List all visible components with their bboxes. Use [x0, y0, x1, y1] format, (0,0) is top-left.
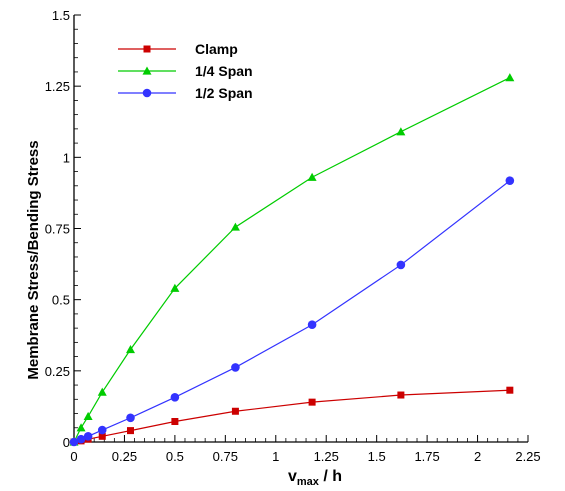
- x-tick-label: 0.25: [112, 449, 137, 464]
- series-group: [69, 73, 515, 447]
- x-tick-label: 1.5: [368, 449, 386, 464]
- x-tick-label: 0.5: [166, 449, 184, 464]
- data-point-1-2-span: [76, 434, 86, 444]
- y-axis-title: Membrane Stress/Bending Stress: [25, 140, 42, 379]
- x-axis-title-subscript: max: [297, 476, 320, 488]
- data-point-clamp: [126, 427, 134, 435]
- x-axis-title-rest: / h: [319, 468, 342, 485]
- x-tick-label: 1.75: [414, 449, 439, 464]
- legend-label: Clamp: [195, 41, 238, 57]
- data-point-clamp: [506, 386, 514, 394]
- data-point-clamp: [397, 391, 405, 399]
- x-tick-label: 1: [272, 449, 279, 464]
- x-tick-label: 1.25: [314, 449, 339, 464]
- data-point-1-4-span: [83, 411, 93, 420]
- data-point-clamp: [308, 398, 316, 406]
- data-point-clamp: [98, 432, 106, 440]
- series-clamp: [70, 386, 514, 446]
- data-point-1-2-span: [97, 425, 107, 435]
- x-tick-label: 0: [70, 449, 77, 464]
- data-point-1-2-span: [396, 260, 406, 270]
- data-point-1-4-span: [97, 387, 107, 396]
- y-tick-label: 1: [63, 150, 70, 165]
- data-point-1-2-span: [83, 432, 93, 441]
- axis-labels: Membrane Stress/Bending Stress vmax / h: [25, 140, 342, 488]
- series-line-1-2-span: [73, 180, 511, 443]
- series-line-1-4-span: [73, 77, 511, 443]
- legend: Clamp 1/4 Span 1/2 Span: [118, 41, 253, 101]
- axes: 0 0.25 0.5 0.75 1 1.25 1.5 0 0.25 0.5 0.75 1 1.25 1.5…: [45, 8, 541, 464]
- y-tick-label: 0.75: [45, 222, 70, 237]
- data-point-1-4-span: [170, 283, 180, 292]
- legend-swatch-marker: [143, 45, 151, 53]
- legend-label: 1/4 Span: [195, 63, 253, 79]
- x-tick-label: 2.25: [515, 449, 540, 464]
- x-axis-title-main: v: [288, 468, 297, 485]
- data-point-1-2-span: [170, 393, 180, 402]
- data-point-1-2-span: [231, 363, 240, 372]
- x-axis-title: vmax / h: [288, 468, 342, 488]
- data-point-1-2-span: [505, 176, 515, 185]
- series-1-2-span: [69, 176, 515, 447]
- series-1-4-span: [69, 73, 515, 446]
- data-point-1-4-span: [76, 423, 86, 432]
- y-tick-label: 0.5: [52, 293, 70, 308]
- data-point-clamp: [171, 418, 179, 426]
- data-point-1-2-span: [69, 437, 79, 447]
- y-tick-label: 1.25: [45, 79, 70, 94]
- y-tick-label: 1.5: [52, 8, 70, 23]
- y-tick-label: 0: [63, 435, 70, 450]
- x-tick-label: 0.75: [213, 449, 238, 464]
- data-point-1-4-span: [125, 344, 135, 354]
- data-point-1-2-span: [126, 413, 135, 423]
- data-point-1-4-span: [307, 172, 317, 181]
- data-point-1-4-span: [230, 222, 240, 231]
- x-tick-label: 2: [474, 449, 481, 464]
- data-point-clamp: [231, 407, 239, 415]
- data-point-1-4-span: [505, 73, 515, 82]
- legend-swatch-marker: [142, 88, 152, 98]
- data-point-1-4-span: [396, 127, 406, 136]
- y-tick-label: 0.25: [45, 364, 70, 379]
- series-line-clamp: [73, 389, 510, 443]
- legend-swatch-marker: [142, 66, 152, 75]
- legend-item-1-4-span: 1/4 Span: [118, 63, 253, 79]
- legend-item-clamp: Clamp: [118, 41, 238, 57]
- legend-item-1-2-span: 1/2 Span: [118, 85, 253, 101]
- data-point-1-2-span: [307, 320, 317, 330]
- legend-label: 1/2 Span: [195, 85, 253, 101]
